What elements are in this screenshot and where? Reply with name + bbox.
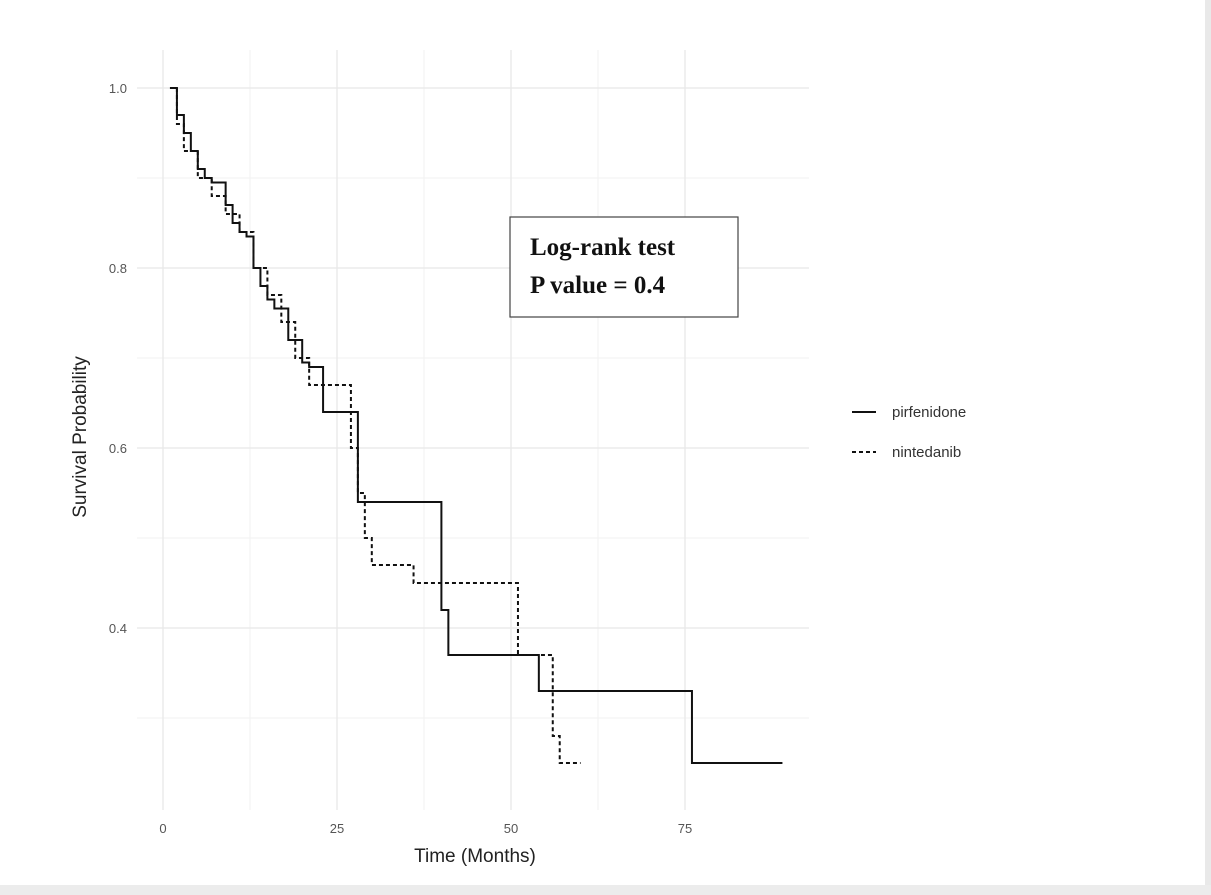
legend: pirfenidone nintedanib: [852, 404, 966, 461]
x-tick-label: 0: [159, 821, 166, 836]
y-tick-labels: 0.4 0.6 0.8 1.0: [109, 81, 127, 636]
y-tick-label: 0.6: [109, 441, 127, 456]
y-axis-title: Survival Probability: [70, 356, 91, 518]
legend-label-pirfenidone: pirfenidone: [892, 404, 966, 421]
annotation-frame: [509, 216, 739, 318]
frame-edge-bottom: [0, 885, 1211, 895]
x-tick-label: 50: [504, 821, 518, 836]
series-layer: [169, 87, 783, 764]
grid-major: [137, 50, 809, 810]
y-tick-label: 1.0: [109, 81, 127, 96]
x-tick-label: 75: [678, 821, 692, 836]
annotation-line-1: Log-rank test: [530, 234, 676, 261]
grid-minor: [137, 50, 809, 810]
annotation-box: Log-rank test P value = 0.4: [509, 216, 739, 318]
x-tick-label: 25: [330, 821, 344, 836]
series-line-nintedanib: [169, 87, 581, 764]
x-tick-labels: 0 25 50 75: [159, 821, 692, 836]
legend-label-nintedanib: nintedanib: [892, 444, 961, 461]
y-tick-label: 0.8: [109, 261, 127, 276]
annotation-line-2: P value = 0.4: [530, 272, 666, 299]
frame-edge-right: [1205, 0, 1211, 895]
series-line-pirfenidone: [169, 87, 783, 764]
y-tick-label: 0.4: [109, 621, 127, 636]
x-axis-title: Time (Months): [414, 846, 536, 867]
